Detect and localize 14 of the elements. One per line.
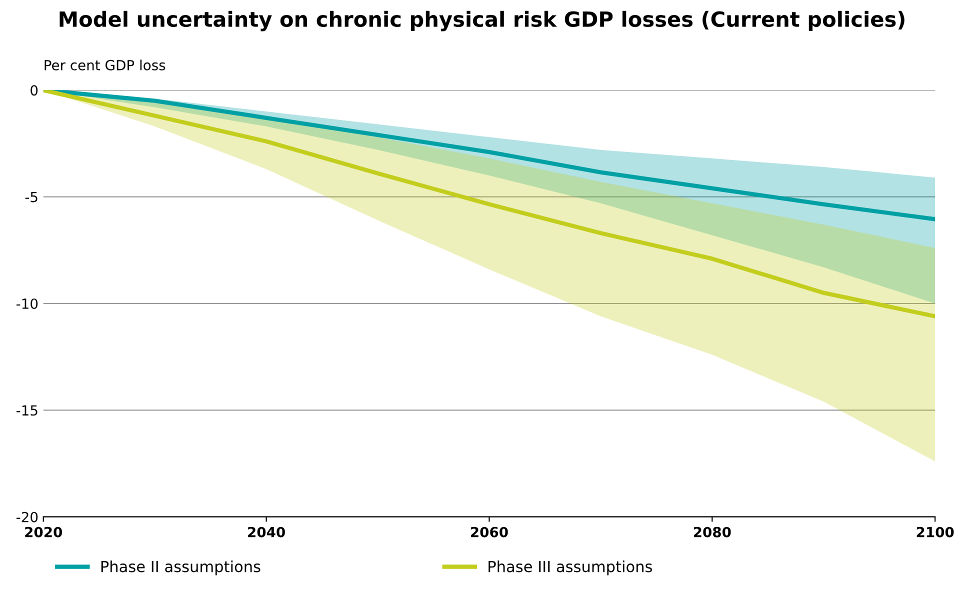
y-tick-label: -20 — [16, 512, 38, 522]
x-tick-label: 2080 — [694, 526, 731, 538]
x-tick-label: 2060 — [471, 526, 508, 538]
x-tick-label: 2100 — [916, 526, 954, 538]
legend-label: Phase II assumptions — [101, 560, 260, 576]
chart-title: Model uncertainty on chronic physical risk GDP losses (Current policies) — [60, 10, 904, 32]
y-tick-label: -10 — [16, 298, 38, 309]
legend-label: Phase III assumptions — [488, 560, 652, 576]
y-tick-label: -15 — [16, 405, 38, 416]
y-tick-label: -5 — [25, 192, 38, 202]
y-axis-title: Per cent GDP loss — [44, 60, 166, 70]
x-tick-label: 2040 — [248, 526, 285, 538]
y-tick-label: 0 — [30, 85, 38, 96]
x-tick-label: 2020 — [25, 526, 62, 538]
